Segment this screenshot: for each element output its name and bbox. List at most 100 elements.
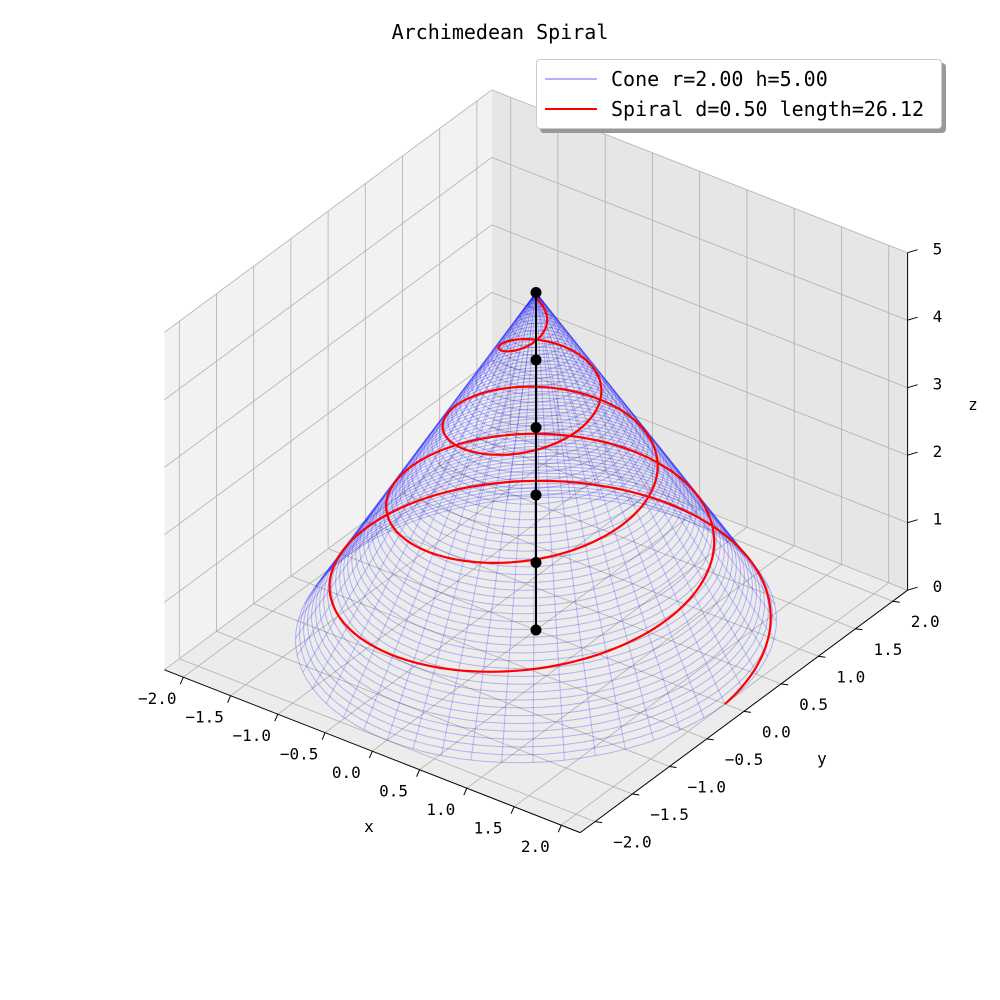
cone-ring <box>339 459 733 678</box>
cone-generator-line <box>535 292 632 505</box>
x-tick-label: 2.0 <box>521 837 550 856</box>
y-tick-label: 0.0 <box>762 722 791 741</box>
grid-line-floor-y <box>253 603 670 767</box>
cone-generator-line <box>535 292 596 756</box>
cone-ring <box>327 469 745 701</box>
grid-line-left-z <box>164 157 493 401</box>
x-tick-label: −2.0 <box>138 689 177 708</box>
cone-ring <box>467 349 605 427</box>
cone-ring <box>455 360 617 450</box>
cone-ring <box>355 445 717 646</box>
cone-ring <box>367 435 705 623</box>
cone-ring <box>379 425 693 599</box>
cone-generator-line <box>314 292 537 588</box>
x-tick-mark <box>557 825 562 833</box>
x-axis-line <box>164 669 581 834</box>
x-tick-label: −1.0 <box>233 726 272 745</box>
cone-ring <box>495 326 577 372</box>
cone-ring <box>351 448 721 654</box>
spiral-line <box>328 296 772 705</box>
cone-ring <box>331 466 741 693</box>
cone-ring <box>447 367 625 466</box>
x-tick-mark <box>368 751 373 759</box>
cone-generator-line <box>535 292 686 521</box>
y-tick-mark <box>743 710 751 713</box>
chart-title: Archimedean Spiral <box>391 20 609 44</box>
legend-label-cone: Cone r=2.00 h=5.00 <box>611 67 828 91</box>
y-tick-label: −2.0 <box>613 833 652 852</box>
grid-line-floor-y <box>179 658 596 822</box>
grid-line-back-z <box>491 224 908 389</box>
x-tick-mark <box>510 806 515 814</box>
z-tick-label: 0 <box>933 577 943 596</box>
x-tick-mark <box>416 769 421 777</box>
z-tick-mark <box>907 316 918 321</box>
y-tick-label: 1.0 <box>836 667 865 686</box>
cone-generator-line <box>470 292 537 761</box>
cone-ring <box>407 401 665 544</box>
axis-point <box>530 557 542 568</box>
cone-ring <box>387 418 685 584</box>
cone-generator-line <box>312 292 537 689</box>
cone-ring <box>335 462 737 685</box>
grid-line-left-z <box>164 89 493 333</box>
cone-ring <box>343 455 729 670</box>
y-tick-mark <box>706 738 714 741</box>
legend-entry-spiral: Spiral d=0.50 length=26.12 <box>545 96 924 122</box>
cone-generator-line <box>535 292 758 674</box>
y-tick-label: −0.5 <box>725 750 764 769</box>
y-tick-label: −1.0 <box>688 778 727 797</box>
grid-line-back-z <box>491 359 908 524</box>
cone-ring <box>423 387 649 513</box>
cone-ring <box>295 496 777 764</box>
x-tick-label: −1.5 <box>185 708 224 727</box>
cone-generator-line <box>535 292 660 512</box>
cone-ring <box>371 431 701 615</box>
cone-ring <box>411 397 661 536</box>
cone-ring <box>383 421 689 591</box>
grid-line-left-z <box>164 224 493 468</box>
cone-ring <box>499 322 573 364</box>
grid-line-back-z <box>491 157 908 321</box>
z-tick-mark <box>907 519 918 524</box>
cone-generator-line <box>535 292 760 572</box>
cone-ring <box>515 309 557 333</box>
cone-generator-line <box>346 292 537 557</box>
cone-ring <box>483 336 589 395</box>
cone-generator-line <box>391 292 537 531</box>
grid-line-floor-y <box>290 575 707 740</box>
grid-line-back-z <box>491 292 908 456</box>
cone-generator-line <box>440 292 537 756</box>
cone-generator-line <box>367 292 537 543</box>
cone-ring <box>471 346 601 419</box>
cone-generator-line <box>535 292 747 557</box>
legend-entry-cone: Cone r=2.00 h=5.00 <box>545 66 828 92</box>
axis-point <box>530 624 542 636</box>
grid-line-left-z <box>164 427 493 671</box>
cone-ring <box>519 305 553 325</box>
cone-ring <box>443 370 629 474</box>
x-tick-mark <box>227 695 232 703</box>
z-tick-label: 5 <box>933 240 943 259</box>
cone-generator-line <box>535 292 775 640</box>
cone-generator-line <box>535 292 655 741</box>
y-tick-mark <box>892 600 900 603</box>
y-tick-label: 2.0 <box>911 612 940 631</box>
cone-ring <box>395 411 677 568</box>
axis-point <box>530 287 542 298</box>
cone-ring <box>527 298 545 309</box>
z-tick-label: 1 <box>933 510 943 529</box>
cone-generator-line <box>363 292 537 730</box>
y-tick-label: 1.5 <box>874 640 903 659</box>
cone-ring <box>415 394 657 529</box>
cone-ring <box>451 363 621 458</box>
x-tick-mark <box>463 788 468 796</box>
y-axis-label: y <box>817 749 827 768</box>
x-tick-label: 0.5 <box>379 782 408 801</box>
cone-ring <box>491 329 581 380</box>
cone-generator-line <box>535 292 705 718</box>
cone-ring <box>435 377 637 489</box>
grid-line-floor-y <box>476 438 893 602</box>
legend: Cone r=2.00 h=5.00 Spiral d=0.50 length=… <box>536 59 942 129</box>
cone-generator-line <box>412 292 537 750</box>
